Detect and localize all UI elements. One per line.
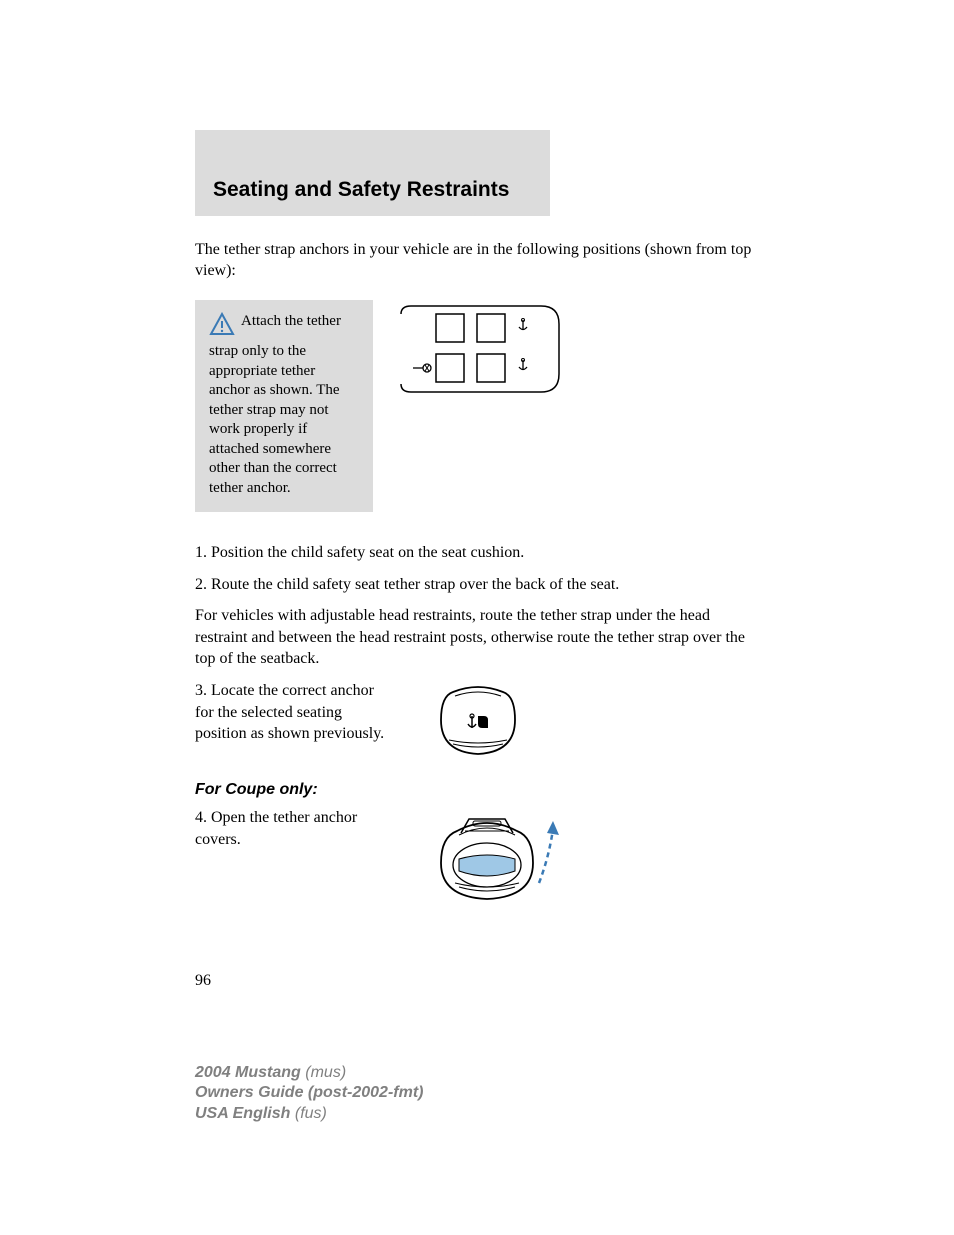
head-restraint-note: For vehicles with adjustable head restra…	[195, 605, 754, 670]
step-4-row: 4. Open the tether anchor covers.	[195, 807, 754, 912]
document-footer: 2004 Mustang (mus) Owners Guide (post-20…	[195, 1063, 423, 1125]
footer-model-code: (mus)	[301, 1064, 346, 1081]
footer-line-2: Owners Guide (post-2002-fmt)	[195, 1083, 423, 1104]
intro-paragraph: The tether strap anchors in your vehicle…	[195, 240, 754, 282]
warning-triangle-icon	[209, 312, 235, 343]
page-content: Seating and Safety Restraints The tether…	[0, 0, 954, 990]
step-1: 1. Position the child safety seat on the…	[195, 542, 754, 564]
step-4: 4. Open the tether anchor covers.	[195, 807, 395, 902]
anchor-label-diagram	[435, 680, 754, 765]
section-header: Seating and Safety Restraints	[195, 130, 550, 216]
warning-and-diagram-row: Attach the tether strap only to the appr…	[195, 300, 754, 513]
step-3: 3. Locate the correct anchor for the sel…	[195, 680, 395, 755]
footer-line-3: USA English (fus)	[195, 1104, 423, 1125]
vehicle-top-view-diagram	[391, 300, 754, 513]
footer-lang-code: (fus)	[290, 1105, 326, 1122]
step-2: 2. Route the child safety seat tether st…	[195, 574, 754, 596]
page-number: 96	[195, 972, 754, 990]
section-title: Seating and Safety Restraints	[213, 178, 532, 202]
anchor-cover-open-diagram	[435, 807, 754, 912]
coupe-subsection-title: For Coupe only:	[195, 781, 754, 799]
step-3-row: 3. Locate the correct anchor for the sel…	[195, 680, 754, 765]
footer-lang: USA English	[195, 1105, 290, 1122]
warning-box: Attach the tether strap only to the appr…	[195, 300, 373, 513]
footer-line-1: 2004 Mustang (mus)	[195, 1063, 423, 1084]
footer-model: 2004 Mustang	[195, 1064, 301, 1081]
